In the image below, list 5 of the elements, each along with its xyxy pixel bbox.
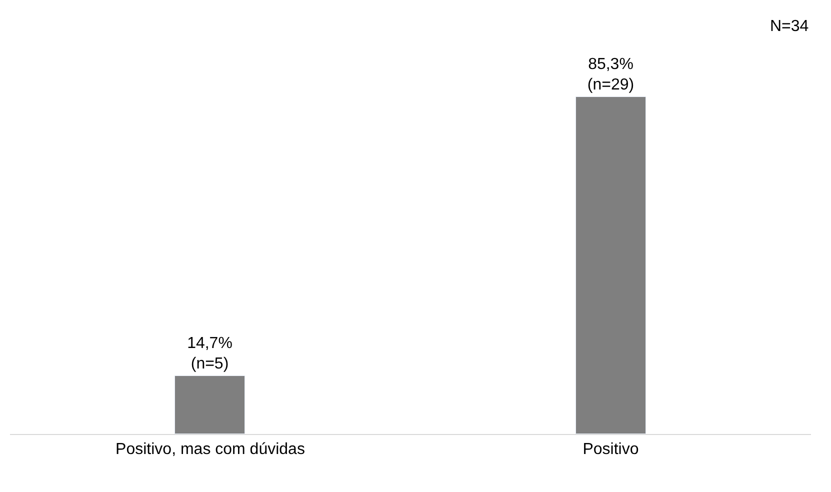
data-label: 14,7% (n=5): [187, 334, 232, 373]
x-tick-label: Positivo, mas com dúvidas: [116, 441, 305, 458]
data-label: 85,3% (n=29): [587, 56, 634, 94]
text: N=34: [770, 18, 809, 35]
x-tick-label: Positivo: [582, 441, 639, 458]
